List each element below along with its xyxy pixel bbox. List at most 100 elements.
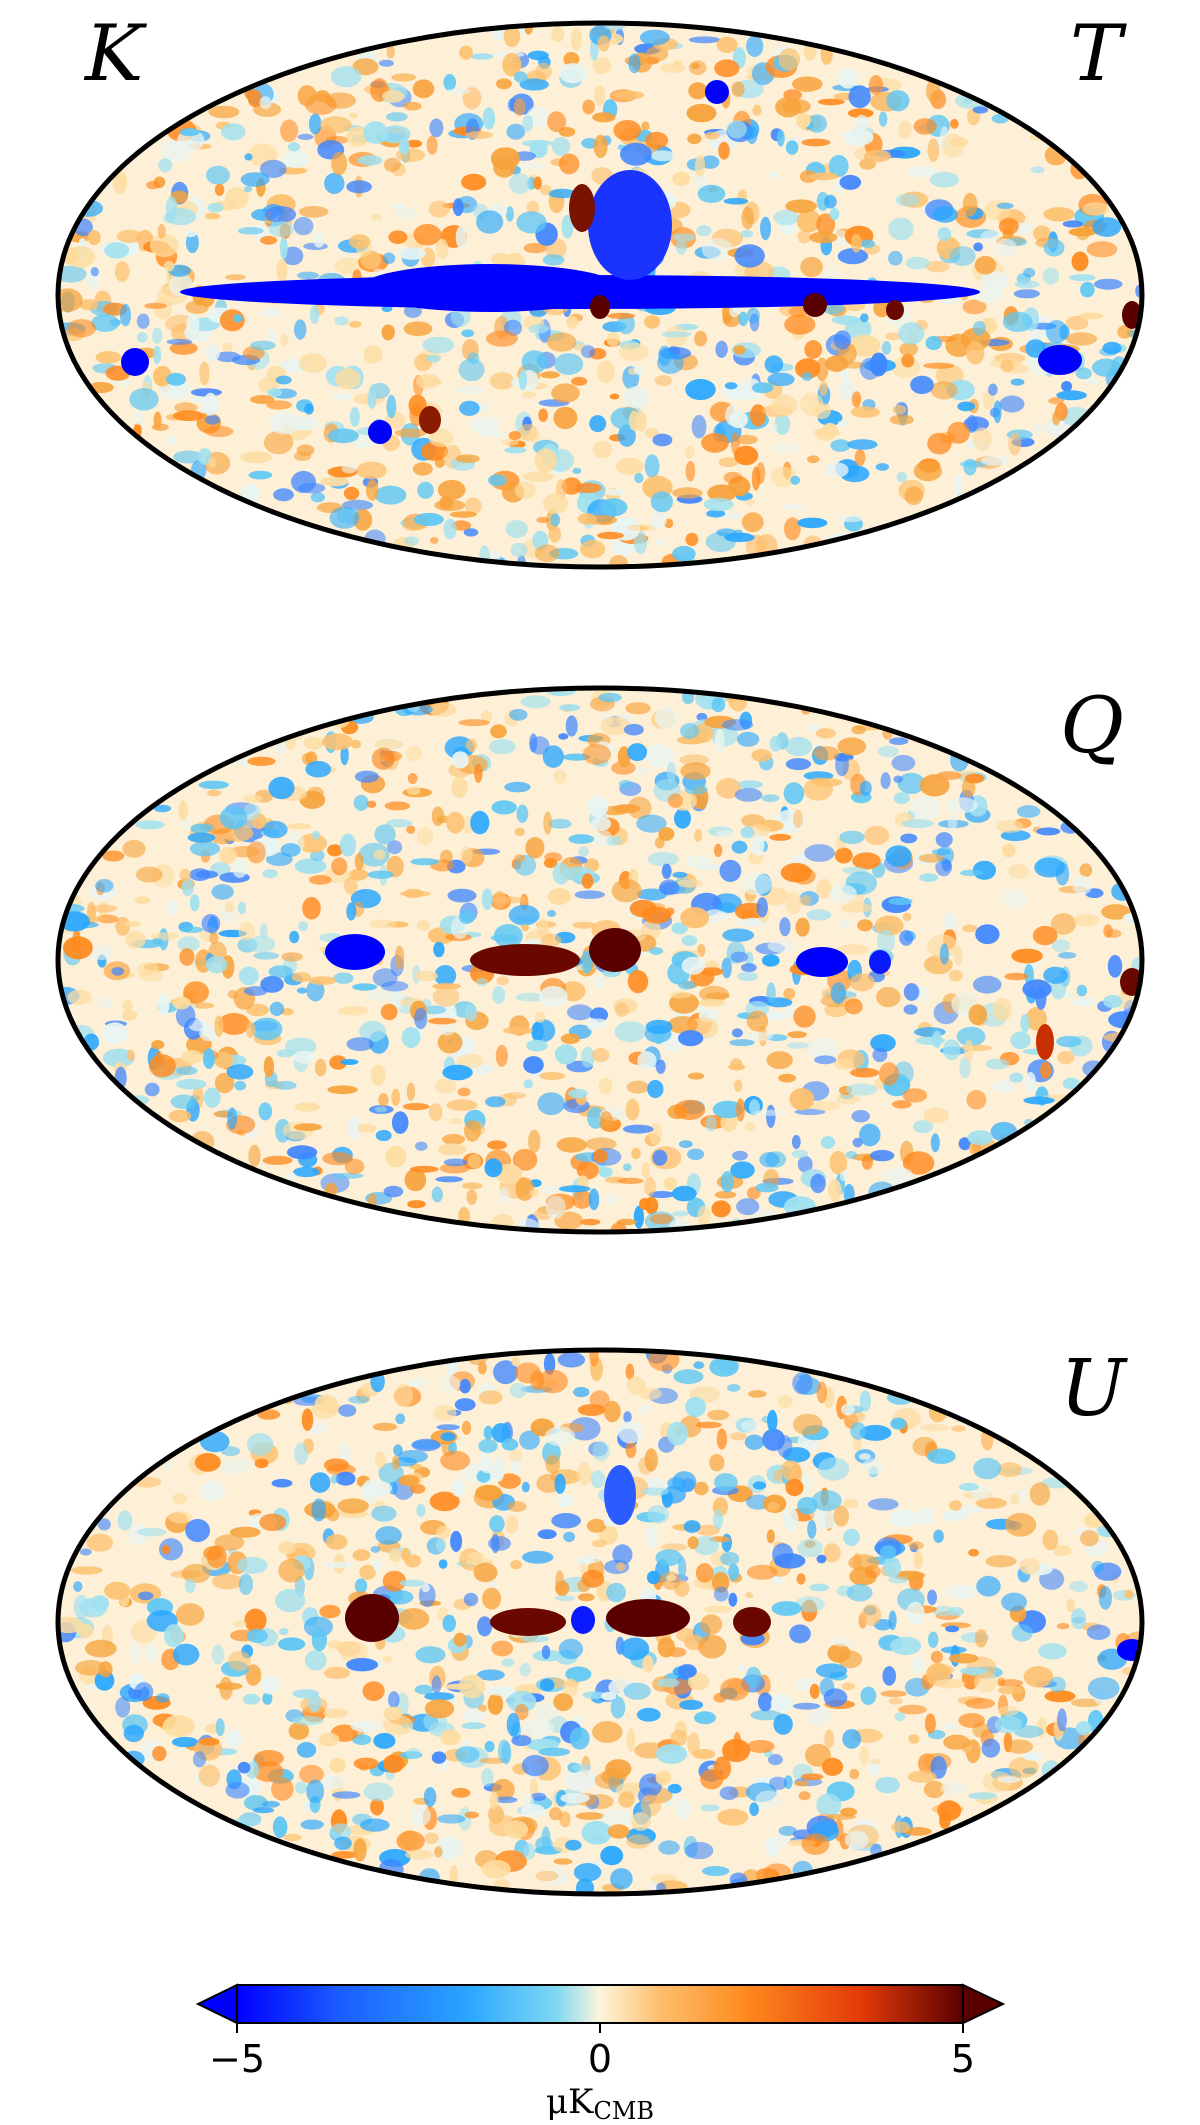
noise-blob bbox=[823, 1688, 848, 1707]
noise-blob bbox=[1020, 1014, 1030, 1033]
noise-blob bbox=[1010, 1031, 1031, 1050]
noise-blob bbox=[387, 840, 403, 855]
noise-blob bbox=[262, 820, 288, 839]
noise-blob bbox=[716, 902, 737, 912]
noise-blob bbox=[756, 897, 768, 918]
noise-blob bbox=[644, 1176, 656, 1196]
noise-blob bbox=[551, 383, 580, 403]
noise-blob bbox=[785, 758, 812, 771]
noise-blob bbox=[698, 1634, 727, 1659]
noise-blob bbox=[243, 1693, 260, 1705]
noise-blob bbox=[959, 1482, 979, 1491]
noise-blob bbox=[684, 445, 695, 459]
noise-blob bbox=[718, 457, 739, 468]
noise-blob bbox=[1101, 904, 1131, 920]
noise-blob bbox=[220, 1457, 252, 1474]
noise-blob bbox=[521, 391, 537, 399]
noise-blob bbox=[240, 172, 270, 187]
noise-blob bbox=[65, 245, 95, 268]
noise-blob bbox=[671, 922, 688, 935]
noise-blob bbox=[837, 944, 869, 955]
noise-blob bbox=[445, 1352, 458, 1376]
noise-blob bbox=[889, 414, 914, 425]
noise-blob bbox=[144, 1644, 158, 1663]
noise-blob bbox=[859, 1123, 881, 1147]
noise-blob bbox=[594, 84, 606, 106]
noise-blob bbox=[697, 1205, 711, 1227]
noise-blob bbox=[949, 136, 969, 147]
noise-blob bbox=[712, 1100, 744, 1119]
noise-blob bbox=[237, 1761, 251, 1774]
noise-blob bbox=[672, 1210, 689, 1217]
noise-blob bbox=[733, 1731, 742, 1756]
noise-blob bbox=[134, 1682, 154, 1702]
noise-blob bbox=[945, 1585, 978, 1600]
noise-blob bbox=[529, 733, 538, 753]
noise-blob bbox=[760, 216, 771, 241]
noise-blob bbox=[474, 763, 483, 783]
noise-blob bbox=[421, 1583, 430, 1593]
noise-blob bbox=[382, 89, 405, 103]
noise-blob bbox=[650, 491, 674, 513]
hot-spot bbox=[606, 1599, 690, 1637]
noise-blob bbox=[666, 761, 676, 784]
noise-blob bbox=[367, 390, 377, 409]
noise-blob bbox=[573, 1386, 590, 1398]
hot-spot bbox=[490, 1608, 566, 1636]
noise-blob bbox=[791, 1134, 801, 1150]
noise-blob bbox=[962, 924, 978, 933]
noise-blob bbox=[320, 116, 352, 134]
noise-blob bbox=[851, 233, 862, 253]
noise-blob bbox=[1040, 1061, 1052, 1079]
noise-blob bbox=[701, 433, 729, 453]
noise-blob bbox=[711, 697, 726, 713]
noise-blob bbox=[86, 946, 115, 960]
noise-blob bbox=[962, 299, 987, 315]
noise-blob bbox=[291, 972, 311, 983]
noise-blob bbox=[465, 131, 494, 139]
noise-blob bbox=[522, 114, 534, 132]
noise-blob bbox=[346, 180, 372, 194]
noise-blob bbox=[1098, 1586, 1112, 1610]
noise-blob bbox=[963, 1039, 974, 1062]
noise-blob bbox=[766, 1051, 793, 1069]
noise-blob bbox=[546, 332, 577, 352]
noise-blob bbox=[433, 1405, 457, 1421]
noise-blob bbox=[338, 1404, 357, 1417]
noise-blob bbox=[850, 1422, 867, 1440]
noise-blob bbox=[125, 921, 141, 928]
noise-blob bbox=[97, 1518, 111, 1531]
noise-blob bbox=[589, 1018, 609, 1030]
noise-blob bbox=[948, 969, 963, 982]
noise-blob bbox=[833, 330, 852, 350]
noise-blob bbox=[685, 460, 696, 482]
noise-blob bbox=[623, 1411, 632, 1423]
noise-blob bbox=[626, 1376, 646, 1395]
noise-blob bbox=[476, 210, 504, 234]
noise-blob bbox=[945, 1625, 960, 1633]
noise-blob bbox=[422, 336, 455, 354]
noise-blob bbox=[968, 1548, 980, 1557]
noise-blob bbox=[1036, 827, 1061, 836]
noise-blob bbox=[1035, 986, 1047, 1010]
noise-blob bbox=[1038, 1643, 1067, 1660]
noise-blob bbox=[769, 443, 801, 453]
noise-blob bbox=[251, 1017, 283, 1041]
noise-blob bbox=[455, 1746, 480, 1763]
noise-blob bbox=[585, 1137, 617, 1151]
noise-blob bbox=[951, 1425, 966, 1432]
noise-blob bbox=[992, 997, 1012, 1022]
noise-blob bbox=[908, 1734, 920, 1744]
noise-blob bbox=[268, 776, 295, 800]
noise-blob bbox=[785, 1478, 804, 1497]
noise-blob bbox=[101, 1022, 128, 1045]
noise-blob bbox=[807, 1037, 839, 1061]
noise-blob bbox=[271, 1777, 294, 1801]
noise-blob bbox=[293, 216, 314, 236]
noise-blob bbox=[302, 896, 321, 920]
noise-blob bbox=[523, 1056, 544, 1074]
noise-blob bbox=[152, 1746, 167, 1762]
noise-blob bbox=[173, 450, 203, 464]
noise-blob bbox=[451, 751, 469, 769]
noise-blob bbox=[570, 28, 582, 51]
